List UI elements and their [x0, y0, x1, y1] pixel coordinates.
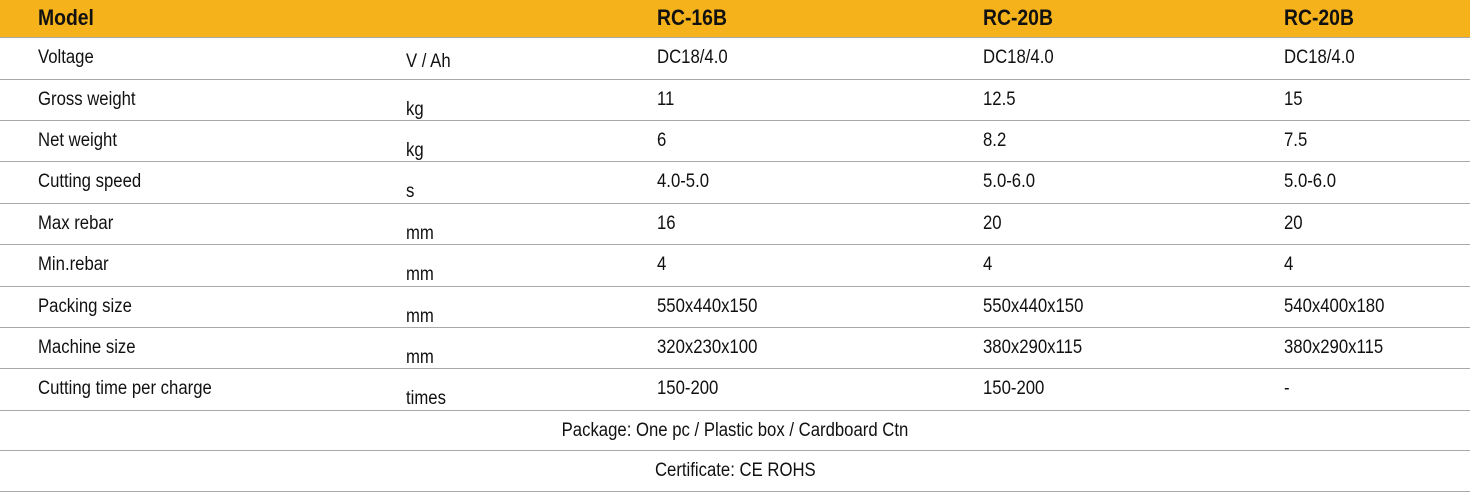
model-header-label: Model — [38, 5, 94, 30]
spec-label: Machine size — [38, 337, 136, 358]
spec-value-model-3: 380x290x115 — [1284, 337, 1384, 358]
spec-label: Voltage — [38, 47, 94, 68]
spec-row-net-weight: Net weight kg 6 8.2 7.5 — [0, 121, 1470, 162]
spec-unit: mm — [406, 347, 434, 368]
spec-value-model-2: DC18/4.0 — [983, 47, 1054, 68]
spec-value-model-1: 320x230x100 — [657, 337, 758, 358]
spec-row-max-rebar: Max rebar mm 16 20 20 — [0, 204, 1470, 245]
spec-value-model-2: 5.0-6.0 — [983, 171, 1036, 192]
spec-unit: V / Ah — [406, 51, 451, 72]
spec-value-model-3: 4 — [1284, 254, 1294, 275]
spec-value-model-2: 8.2 — [983, 130, 1007, 151]
spec-row-gross-weight: Gross weight kg 11 12.5 15 — [0, 80, 1470, 121]
spec-label: Net weight — [38, 130, 118, 151]
spec-value-model-1: 550x440x150 — [657, 296, 758, 317]
spec-unit: kg — [406, 140, 424, 161]
spec-value-model-2: 380x290x115 — [983, 337, 1083, 358]
spec-unit: mm — [406, 223, 434, 244]
spec-value-model-1: 16 — [657, 213, 676, 234]
spec-value-model-3: 540x400x180 — [1284, 296, 1385, 317]
spec-value-model-3: - — [1284, 378, 1290, 399]
package-row: Package: One pc / Plastic box / Cardboar… — [0, 411, 1470, 451]
spec-value-model-2: 550x440x150 — [983, 296, 1084, 317]
spec-value-model-1: 6 — [657, 130, 667, 151]
spec-value-model-3: 5.0-6.0 — [1284, 171, 1337, 192]
spec-value-model-1: 11 — [657, 89, 675, 110]
spec-unit: mm — [406, 264, 434, 285]
spec-row-packing-size: Packing size mm 550x440x150 550x440x150 … — [0, 287, 1470, 328]
spec-value-model-1: 150-200 — [657, 378, 719, 399]
spec-row-cutting-time: Cutting time per charge times 150-200 15… — [0, 369, 1470, 411]
spec-value-model-2: 4 — [983, 254, 993, 275]
spec-label: Max rebar — [38, 213, 114, 234]
spec-label: Packing size — [38, 296, 132, 317]
spec-unit: mm — [406, 306, 434, 327]
spec-value-model-3: DC18/4.0 — [1284, 47, 1355, 68]
spec-row-machine-size: Machine size mm 320x230x100 380x290x115 … — [0, 328, 1470, 369]
spec-unit: s — [406, 181, 415, 202]
model-header-2: RC-20B — [983, 5, 1053, 30]
spec-value-model-1: 4 — [657, 254, 667, 275]
model-header-1: RC-16B — [657, 5, 727, 30]
spec-row-voltage: Voltage V / Ah DC18/4.0 DC18/4.0 DC18/4.… — [0, 38, 1470, 80]
spec-value-model-2: 150-200 — [983, 378, 1045, 399]
spec-value-model-1: DC18/4.0 — [657, 47, 728, 68]
spec-unit: times — [406, 388, 446, 409]
spec-value-model-2: 20 — [983, 213, 1002, 234]
package-text: Package: One pc / Plastic box / Cardboar… — [561, 420, 909, 441]
certificate-row: Certificate: CE ROHS — [0, 451, 1470, 492]
spec-value-model-3: 20 — [1284, 213, 1303, 234]
spec-label: Cutting speed — [38, 171, 142, 192]
spec-value-model-2: 12.5 — [983, 89, 1016, 110]
header-row: Model RC-16B RC-20B RC-20B — [0, 0, 1470, 38]
certificate-text: Certificate: CE ROHS — [654, 460, 816, 481]
spec-label: Cutting time per charge — [38, 378, 212, 399]
model-header-3: RC-20B — [1284, 5, 1354, 30]
spec-value-model-1: 4.0-5.0 — [657, 171, 710, 192]
spec-label: Min.rebar — [38, 254, 109, 275]
spec-value-model-3: 15 — [1284, 89, 1303, 110]
spec-label: Gross weight — [38, 89, 136, 110]
spec-value-model-3: 7.5 — [1284, 130, 1308, 151]
spec-row-cutting-speed: Cutting speed s 4.0-5.0 5.0-6.0 5.0-6.0 — [0, 162, 1470, 204]
spec-row-min-rebar: Min.rebar mm 4 4 4 — [0, 245, 1470, 287]
spec-unit: kg — [406, 99, 424, 120]
